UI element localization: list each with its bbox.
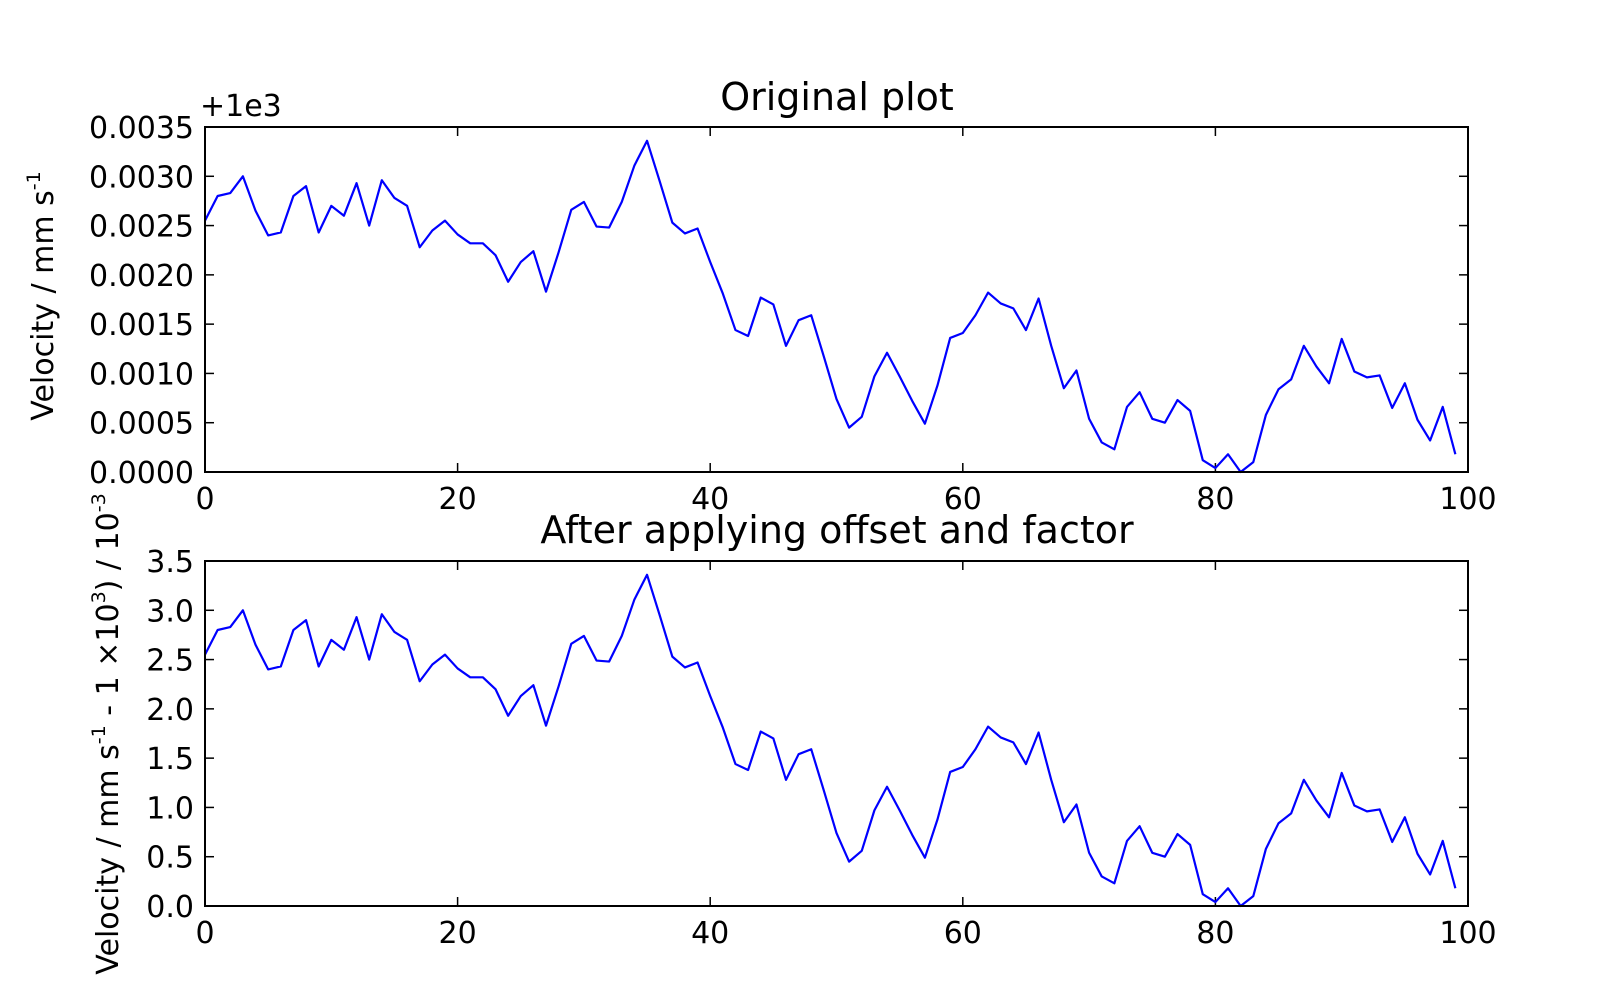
y-tick-label: 1.0 xyxy=(146,791,194,826)
y-tick-label: 0.0005 xyxy=(89,407,194,442)
tick-label-layer: 0 20 40 60 80 100 0.0000 0.0005 0.0010 0.0015 0.00… xyxy=(89,111,1497,517)
offset-factor-plot: After applying offset and factor Velocit… xyxy=(88,493,1497,974)
x-tick-label: 100 xyxy=(1439,916,1496,951)
x-tick-label: 80 xyxy=(1196,482,1234,517)
y-tick-label: 0.0015 xyxy=(89,308,194,343)
y-tick-label: 2.5 xyxy=(146,644,194,679)
y-tick-label: 0.0030 xyxy=(89,160,194,195)
y-axis-label-exponent: -1 xyxy=(88,725,110,744)
y-axis-label-exponent: -1 xyxy=(23,171,45,190)
y-axis-label: Velocity / mm s-1 xyxy=(23,171,61,420)
x-tick-label: 0 xyxy=(195,482,214,517)
original-plot: Original plot +1e3 Velocity / mm s-1 0 20… xyxy=(23,75,1497,517)
x-tick-label: 40 xyxy=(691,482,729,517)
plot-frame xyxy=(204,126,1469,473)
series-line xyxy=(204,139,1457,474)
y-tick-label: 1.5 xyxy=(146,742,194,777)
x-tick-label: 60 xyxy=(944,916,982,951)
y-axis-label: Velocity / mm s-1 - 1 ×103) / 10-3 xyxy=(88,493,126,974)
y-tick-label: 0.0035 xyxy=(89,111,194,146)
y-tick-label: 0.5 xyxy=(146,841,194,876)
tick-label-layer: 0 20 40 60 80 100 0.0 0.5 1.0 1.5 2.0 2.5 3.0 3.5 xyxy=(146,545,1496,951)
y-axis-label-part: ) / 10 xyxy=(91,512,126,591)
series-line xyxy=(204,573,1457,908)
plot-frame xyxy=(204,560,1469,907)
y-axis-label-main: Velocity / mm s xyxy=(26,190,61,420)
x-tick-label: 20 xyxy=(439,482,477,517)
x-tick-label: 20 xyxy=(439,916,477,951)
y-axis-label-part: - 1 ×10 xyxy=(91,603,126,725)
y-axis-label-exponent: 3 xyxy=(88,591,110,603)
axis-offset-label: +1e3 xyxy=(200,89,282,124)
x-tick-label: 0 xyxy=(195,916,214,951)
y-tick-label: 0.0020 xyxy=(89,259,194,294)
tick-layer xyxy=(204,126,1469,473)
plot-title: Original plot xyxy=(720,75,954,119)
x-tick-label: 100 xyxy=(1439,482,1496,517)
y-axis-label-part: Velocity / mm s xyxy=(91,744,126,974)
y-tick-label: 0.0 xyxy=(146,890,194,925)
x-tick-label: 80 xyxy=(1196,916,1234,951)
y-tick-label: 2.0 xyxy=(146,693,194,728)
y-tick-label: 0.0010 xyxy=(89,357,194,392)
y-tick-label: 3.0 xyxy=(146,594,194,629)
y-tick-label: 3.5 xyxy=(146,545,194,580)
y-tick-label: 0.0025 xyxy=(89,210,194,245)
y-tick-label: 0.0000 xyxy=(89,456,194,491)
x-tick-label: 40 xyxy=(691,916,729,951)
tick-layer xyxy=(204,560,1469,907)
plot-title: After applying offset and factor xyxy=(540,508,1134,552)
x-tick-label: 60 xyxy=(944,482,982,517)
y-axis-label-exponent: -3 xyxy=(88,493,110,512)
